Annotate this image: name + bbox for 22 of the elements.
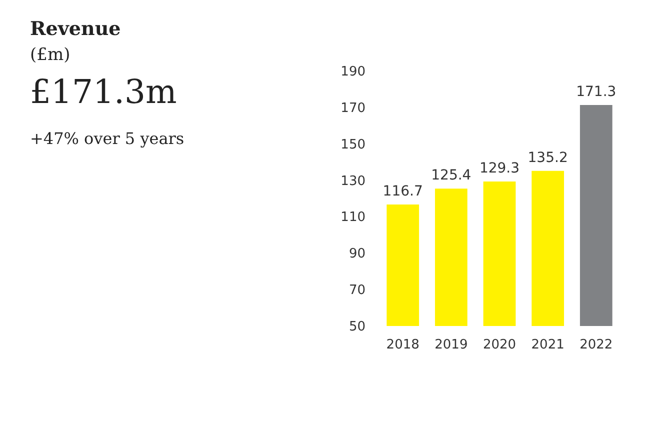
y-tick-label: 170 — [340, 100, 366, 116]
y-tick-label: 110 — [340, 210, 366, 226]
y-tick-label: 90 — [348, 246, 366, 262]
y-tick-label: 190 — [340, 64, 366, 80]
y-tick-label: 150 — [340, 137, 366, 152]
text: £171.3m — [30, 72, 177, 111]
text: (£m) — [30, 45, 70, 65]
x-tick-label: 2022 — [580, 338, 613, 352]
data-label: 129.3 — [479, 160, 520, 177]
y-tick-label: 50 — [348, 320, 366, 334]
x-tick-label: 2020 — [482, 338, 516, 352]
x-tick-label: 2018 — [386, 338, 420, 352]
y-tick-label: 130 — [340, 174, 366, 189]
data-label: 135.2 — [528, 150, 568, 166]
text: +47% over 5 years — [30, 129, 184, 148]
data-label: 116.7 — [382, 184, 423, 200]
data-label: 171.3 — [576, 84, 616, 100]
y-tick-label: 70 — [348, 283, 366, 298]
x-tick-label: 2021 — [531, 338, 564, 352]
text: Revenue — [30, 18, 121, 40]
x-tick-label: 2019 — [434, 338, 468, 352]
data-label: 125.4 — [431, 168, 472, 184]
